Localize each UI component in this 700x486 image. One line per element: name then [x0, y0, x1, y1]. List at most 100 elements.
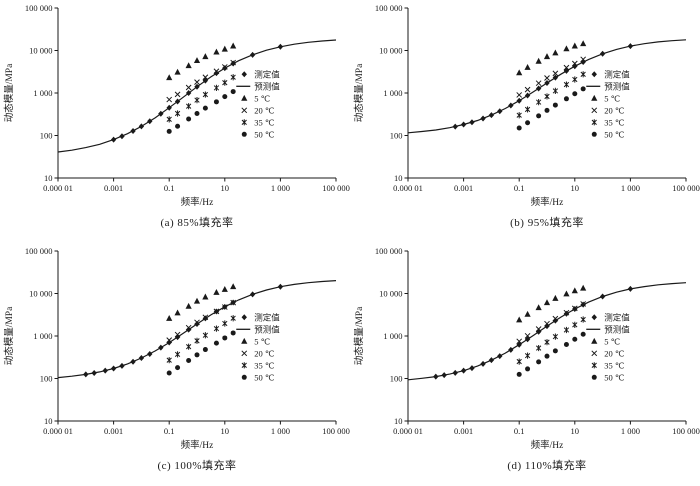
tick-label: 100 [40, 374, 53, 384]
legend-item: 5 ℃ [591, 336, 621, 346]
legend-label: 35 ℃ [254, 360, 275, 370]
legend-item: 5 ℃ [241, 93, 271, 103]
series-measured [110, 43, 284, 143]
legend-item: 测定值 [591, 312, 630, 322]
tick-label: 1 000 [271, 183, 290, 193]
tick-label: 1 000 [383, 88, 402, 98]
legend-item: 35 ℃ [591, 360, 625, 370]
tick-label: 10 [221, 183, 230, 193]
series-t5 [516, 284, 587, 323]
legend-label: 预测值 [604, 81, 630, 91]
legend-item: 测定值 [241, 69, 280, 79]
subplot-a: 10 100 1 000 10 000 100 000 0.000 01 0.001 0.1 1… [0, 0, 350, 243]
series-t5 [516, 40, 587, 76]
predicted-curve [57, 39, 337, 153]
tick-label: 100 000 [25, 3, 53, 13]
tick-label: 0.001 [104, 426, 123, 436]
legend-item: 测定值 [241, 312, 280, 322]
legend-label: 50 ℃ [604, 372, 625, 382]
legend-label: 5 ℃ [604, 93, 620, 103]
y-axis-title: 动态模量/MPa [3, 306, 15, 365]
legend-label: 测定值 [604, 312, 630, 322]
legend-label: 35 ℃ [254, 117, 275, 127]
series-t20 [166, 299, 237, 343]
tick-label: 10 [44, 173, 53, 183]
tick-label: 100 000 [375, 246, 403, 256]
tick-label: 10 [394, 173, 403, 183]
chart-canvas-d: 10 100 1 000 10 000 100 000 0.000 01 0.001 0.1 1… [353, 246, 700, 451]
y-axis-ticks: 10 100 1 000 10 000 100 000 [25, 3, 58, 183]
y-axis-title: 动态模量/MPa [3, 63, 15, 122]
legend-item: 20 ℃ [241, 348, 275, 358]
tick-label: 1 000 [33, 88, 52, 98]
tick-label: 0.000 01 [393, 183, 423, 193]
tick-label: 100 000 [322, 426, 350, 436]
legend-item: 20 ℃ [591, 348, 625, 358]
x-axis-title: 频率/Hz [531, 196, 564, 208]
tick-label: 10 000 [29, 46, 52, 56]
legend-label: 预测值 [604, 324, 630, 334]
subplot-b: 10 100 1 000 10 000 100 000 0.000 01 0.001 0.1 1… [350, 0, 700, 243]
tick-label: 1 000 [621, 183, 640, 193]
legend-label: 20 ℃ [254, 105, 275, 115]
y-axis-ticks: 10 100 1 000 10 000 100 000 [25, 246, 58, 426]
x-axis-ticks: 0.000 01 0.001 0.1 10 1 000 100 000 [393, 178, 700, 193]
tick-label: 0.1 [514, 183, 525, 193]
tick-label: 10 000 [29, 289, 52, 299]
legend-item: 35 ℃ [241, 360, 275, 370]
x-axis-ticks: 0.000 01 0.001 0.1 10 1 000 100 000 [43, 421, 350, 436]
series-measured [83, 283, 284, 378]
legend-label: 5 ℃ [254, 93, 270, 103]
chart-canvas-b: 10 100 1 000 10 000 100 000 0.000 01 0.001 0.1 1… [353, 3, 700, 208]
tick-label: 100 000 [322, 183, 350, 193]
legend-label: 测定值 [254, 312, 280, 322]
y-axis-ticks: 10 100 1 000 10 000 100 000 [375, 3, 408, 183]
legend-label: 预测值 [254, 324, 280, 334]
predicted-curve [407, 282, 687, 381]
axes [407, 251, 686, 422]
legend-item: 预测值 [586, 324, 630, 334]
subplot-caption-d: (d) 110%填充率 [507, 460, 587, 472]
subplot-caption-b: (b) 95%填充率 [510, 217, 584, 229]
series-t50 [516, 331, 586, 377]
legend-item: 50 ℃ [241, 129, 275, 139]
tick-label: 1 000 [271, 426, 290, 436]
series-measured [433, 285, 634, 380]
legend-label: 预测值 [254, 81, 280, 91]
legend-label: 5 ℃ [604, 336, 620, 346]
x-axis-ticks: 0.000 01 0.001 0.1 10 1 000 100 000 [43, 178, 350, 193]
tick-label: 10 [394, 416, 403, 426]
tick-label: 10 [44, 416, 53, 426]
legend-item: 20 ℃ [241, 105, 275, 115]
tick-label: 10 [221, 426, 230, 436]
tick-label: 0.1 [514, 426, 525, 436]
chart-canvas-c: 10 100 1 000 10 000 100 000 0.000 01 0.001 0.1 1… [3, 246, 350, 451]
legend-item: 35 ℃ [241, 117, 275, 127]
series-t35 [166, 315, 236, 364]
legend-item: 测定值 [591, 69, 630, 79]
legend-label: 测定值 [604, 69, 630, 79]
tick-label: 100 [390, 131, 403, 141]
predicted-curve [57, 280, 337, 379]
axes [57, 251, 336, 422]
tick-label: 0.001 [454, 426, 473, 436]
y-axis-title: 动态模量/MPa [353, 63, 365, 122]
legend-item: 50 ℃ [591, 129, 625, 139]
tick-label: 0.001 [454, 183, 473, 193]
series-t50 [166, 89, 236, 134]
subplot-c: 10 100 1 000 10 000 100 000 0.000 01 0.001 0.1 1… [0, 243, 350, 486]
legend-label: 20 ℃ [604, 105, 625, 115]
tick-label: 10 [571, 426, 580, 436]
subplot-caption-c: (c) 100%填充率 [157, 460, 237, 472]
tick-label: 0.1 [164, 183, 175, 193]
x-axis-title: 频率/Hz [531, 439, 564, 451]
subplot-d: 10 100 1 000 10 000 100 000 0.000 01 0.001 0.1 1… [350, 243, 700, 486]
legend-item: 20 ℃ [591, 105, 625, 115]
legend-label: 35 ℃ [604, 117, 625, 127]
tick-label: 1 000 [621, 426, 640, 436]
tick-label: 10 000 [379, 46, 402, 56]
tick-label: 0.000 01 [43, 426, 73, 436]
